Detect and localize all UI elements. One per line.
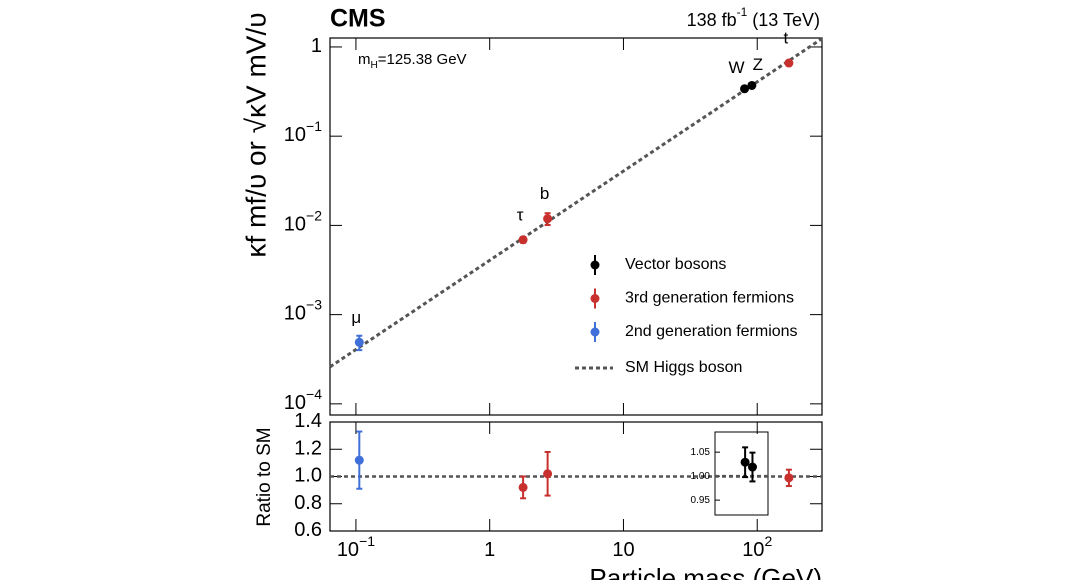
legend-label: SM Higgs boson — [625, 359, 742, 376]
point — [740, 84, 750, 94]
y-tick-label: 1 — [311, 35, 322, 57]
experiment-label: CMS — [330, 5, 386, 33]
y-tick-label: 0.95 — [691, 495, 711, 506]
x-tick-label-base: 1 — [484, 539, 495, 561]
x-tick-label-exp: −1 — [359, 533, 375, 549]
y-tick-label-base: 1.2 — [294, 438, 322, 460]
y-tick-label-base: 1.4 — [294, 410, 322, 432]
x-tick-label: 10 — [612, 539, 634, 561]
y-tick-label-base: 10 — [284, 303, 306, 325]
point-label: t — [784, 29, 789, 48]
lumi-exp: -1 — [737, 5, 748, 19]
x-tick-label-base: 10 — [742, 539, 764, 561]
point — [518, 482, 528, 492]
y-tick-label: 10−2 — [284, 207, 322, 236]
y-tick-label-base: 10 — [284, 124, 306, 146]
point — [784, 58, 794, 68]
sm-line — [329, 37, 823, 369]
y-tick-label: 0.6 — [294, 519, 322, 541]
y-tick-label: 0.8 — [294, 492, 322, 514]
point — [354, 337, 364, 347]
lumi-text: (13 TeV) — [747, 10, 820, 30]
x-axis-label: Particle mass (GeV) — [589, 563, 822, 580]
y-tick-label: 1.05 — [691, 447, 711, 458]
point-label: μ — [351, 308, 361, 327]
point — [747, 462, 757, 472]
legend-label: 2nd generation fermions — [625, 323, 798, 340]
point — [784, 473, 794, 483]
y-tick-label: 10−1 — [284, 118, 322, 147]
y-tick-label: 10−3 — [284, 296, 322, 325]
annotation-sub: H — [371, 60, 378, 71]
point — [354, 455, 364, 465]
y-tick-label-base: 10 — [284, 214, 306, 236]
x-tick-label: 102 — [742, 533, 772, 562]
y-axis-label: κf mf/υ or √κV mV/υ — [240, 12, 271, 257]
x-tick-label: 10−1 — [337, 533, 375, 562]
y-tick-label-base: 1.0 — [294, 465, 322, 487]
legend-label: 3rd generation fermions — [625, 290, 794, 307]
annotation: mH=125.38 GeV — [358, 51, 467, 71]
point — [740, 457, 750, 467]
y-tick-label-base: 1.05 — [691, 447, 711, 458]
point — [518, 235, 528, 245]
x-tick-label-base: 10 — [612, 539, 634, 561]
y-tick-label-exp: −3 — [306, 296, 322, 312]
lumi-text: 138 fb — [687, 10, 737, 30]
point-label: b — [540, 184, 549, 203]
legend-marker — [590, 294, 600, 303]
legend-marker — [590, 327, 600, 337]
y-tick-label-base: 10 — [284, 392, 306, 414]
y-tick-label-exp: −4 — [306, 386, 322, 402]
point-label: τ — [517, 205, 524, 224]
y-tick-label-base: 0.8 — [294, 492, 322, 514]
y-tick-label-base: 1.00 — [691, 471, 711, 482]
x-tick-label: 1 — [484, 539, 495, 561]
y-tick-label: 1.4 — [294, 410, 322, 432]
y-tick-label-base: 0.95 — [691, 495, 711, 506]
legend-marker — [590, 260, 600, 270]
point-label: W — [729, 58, 745, 77]
legend-label: Vector bosons — [625, 256, 726, 273]
y-tick-label-base: 1 — [311, 35, 322, 57]
annotation-text: =125.38 GeV — [378, 51, 467, 68]
y-tick-label-exp: −2 — [306, 207, 322, 223]
y-axis-label: Ratio to SM — [254, 427, 275, 526]
inset-bg — [714, 431, 769, 516]
point-label: Z — [753, 55, 763, 74]
x-tick-label-exp: 2 — [764, 533, 772, 549]
point — [543, 469, 553, 479]
main-frame — [329, 37, 823, 416]
y-tick-label-exp: −1 — [306, 118, 322, 134]
point — [747, 80, 757, 90]
y-tick-label-base: 0.6 — [294, 519, 322, 541]
y-tick-label: 1.0 — [294, 465, 322, 487]
point — [543, 214, 553, 224]
lumi-label: 138 fb-1 (13 TeV) — [687, 5, 820, 30]
x-tick-label-base: 10 — [337, 539, 359, 561]
y-tick-label: 10−4 — [284, 386, 322, 415]
y-tick-label: 1.2 — [294, 438, 322, 460]
annotation-text: m — [358, 51, 371, 68]
y-tick-label: 1.00 — [691, 471, 711, 482]
